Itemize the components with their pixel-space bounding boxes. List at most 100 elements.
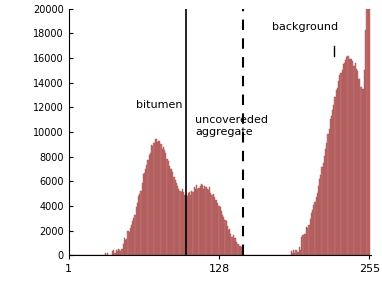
Bar [351, 59, 352, 255]
Bar [181, 192, 182, 255]
Bar [118, 249, 119, 255]
Text: background: background [272, 22, 338, 32]
Bar [144, 173, 145, 255]
Bar [208, 190, 209, 255]
Bar [193, 192, 194, 255]
Bar [182, 188, 183, 255]
Bar [201, 184, 202, 255]
Bar [350, 59, 351, 255]
Bar [127, 231, 128, 255]
Bar [139, 193, 140, 255]
Bar [177, 186, 178, 255]
Bar [173, 177, 175, 255]
Bar [330, 119, 331, 255]
Bar [342, 70, 343, 255]
Bar [146, 165, 147, 255]
Bar [186, 195, 188, 255]
Bar [175, 180, 176, 255]
Bar [311, 213, 312, 255]
Bar [306, 227, 307, 255]
Bar [115, 250, 117, 255]
Bar [185, 195, 186, 255]
Bar [105, 253, 106, 255]
Bar [197, 188, 198, 255]
Bar [230, 233, 231, 255]
Bar [158, 141, 159, 255]
Bar [314, 202, 316, 255]
Bar [337, 88, 338, 255]
Bar [154, 143, 155, 255]
Bar [227, 226, 228, 255]
Bar [293, 250, 294, 255]
Bar [163, 147, 164, 255]
Bar [221, 211, 222, 255]
Bar [362, 89, 363, 255]
Bar [128, 231, 130, 255]
Bar [327, 135, 329, 255]
Bar [291, 251, 292, 255]
Bar [121, 249, 123, 255]
Bar [191, 191, 193, 255]
Bar [131, 224, 132, 255]
Bar [234, 238, 235, 255]
Bar [354, 63, 356, 255]
Bar [162, 149, 163, 255]
Bar [167, 159, 168, 255]
Text: bitumen: bitumen [136, 100, 183, 110]
Bar [301, 237, 303, 255]
Bar [346, 57, 348, 255]
Bar [321, 167, 323, 255]
Bar [165, 153, 167, 255]
Bar [364, 70, 365, 255]
Bar [136, 207, 137, 255]
Bar [202, 185, 203, 255]
Bar [300, 250, 301, 255]
Bar [233, 235, 234, 255]
Bar [318, 186, 319, 255]
Bar [331, 116, 332, 255]
Bar [316, 197, 317, 255]
Bar [160, 144, 162, 255]
Bar [332, 110, 333, 255]
Bar [171, 169, 172, 255]
Bar [303, 235, 304, 255]
Bar [180, 191, 181, 255]
Bar [212, 194, 214, 255]
Bar [147, 160, 149, 255]
Bar [236, 242, 237, 255]
Bar [196, 185, 197, 255]
Text: uncovereded
aggregate: uncovereded aggregate [195, 115, 269, 137]
Bar [183, 192, 184, 255]
Bar [237, 244, 239, 255]
Bar [112, 251, 113, 255]
Bar [241, 246, 242, 255]
Bar [299, 246, 300, 255]
Bar [325, 149, 326, 255]
Bar [220, 207, 221, 255]
Bar [317, 193, 318, 255]
Bar [157, 142, 158, 255]
Bar [358, 79, 359, 255]
Bar [369, 9, 370, 255]
Bar [194, 187, 195, 255]
Bar [326, 143, 327, 255]
Bar [353, 66, 354, 255]
Bar [235, 238, 236, 255]
Bar [134, 215, 136, 255]
Bar [313, 204, 314, 255]
Bar [125, 240, 126, 255]
Bar [294, 253, 295, 255]
Bar [195, 189, 196, 255]
Bar [117, 251, 118, 255]
Bar [219, 206, 220, 255]
Bar [329, 129, 330, 255]
Bar [240, 246, 241, 255]
Bar [155, 139, 156, 255]
Bar [164, 150, 165, 255]
Bar [178, 188, 180, 255]
Bar [345, 60, 346, 255]
Bar [309, 219, 311, 255]
Bar [349, 59, 350, 255]
Bar [198, 188, 199, 255]
Bar [150, 153, 151, 255]
